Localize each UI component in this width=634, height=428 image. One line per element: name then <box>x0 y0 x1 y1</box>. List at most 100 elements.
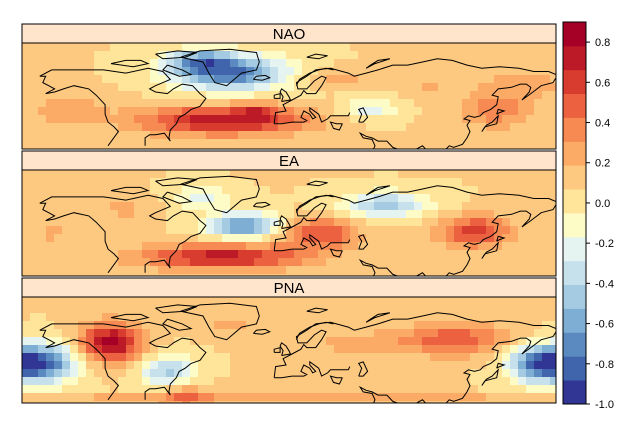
field-cell <box>190 401 199 403</box>
field-cell <box>486 369 495 378</box>
field-cell <box>246 258 255 267</box>
field-cell <box>206 67 215 76</box>
field-cell <box>334 242 343 251</box>
panel-frame-nao <box>21 42 557 150</box>
field-cell <box>214 170 223 179</box>
field-cell <box>174 107 183 116</box>
field-cell <box>494 258 503 267</box>
field-cell <box>142 115 151 124</box>
coastline <box>348 258 398 276</box>
field-cell <box>78 242 87 251</box>
field-cell <box>478 305 487 314</box>
field-cell <box>182 43 191 52</box>
field-cell <box>550 43 556 52</box>
field-cell <box>438 242 447 251</box>
field-cell <box>254 83 263 92</box>
field-cell <box>478 297 487 306</box>
field-cell <box>214 337 223 346</box>
field-cell <box>534 218 543 227</box>
field-cell <box>486 361 495 370</box>
field-cell <box>270 51 279 60</box>
field-cell <box>86 170 95 179</box>
field-cell <box>174 178 183 187</box>
field-cell <box>350 75 359 84</box>
field-cell <box>198 401 207 403</box>
field-cell <box>254 353 263 362</box>
field-cell <box>414 369 423 378</box>
field-cell <box>462 313 471 322</box>
coastline <box>253 201 271 208</box>
field-cell <box>94 234 103 243</box>
colorbar-swatch <box>563 22 586 47</box>
field-cell <box>534 393 543 402</box>
coastline <box>273 92 281 99</box>
field-cell <box>46 305 55 314</box>
field-cell <box>230 131 239 140</box>
field-cell <box>462 139 471 148</box>
field-cell <box>502 361 511 370</box>
field-cell <box>246 377 255 386</box>
field-cell <box>454 321 463 330</box>
field-cell <box>422 59 431 68</box>
field-cell <box>454 139 463 148</box>
field-cell <box>206 107 215 116</box>
field-cell <box>374 242 383 251</box>
field-cell <box>30 369 39 378</box>
field-cell <box>470 218 479 227</box>
field-cell <box>342 393 351 402</box>
field-cell <box>150 401 159 403</box>
field-cell <box>470 305 479 314</box>
field-cell <box>502 91 511 100</box>
field-cell <box>342 250 351 259</box>
field-cell <box>118 377 127 386</box>
field-cell <box>478 337 487 346</box>
field-cell <box>254 91 263 100</box>
field-cell <box>398 313 407 322</box>
field-cell <box>422 99 431 108</box>
field-cell <box>326 210 335 219</box>
field-cell <box>286 401 295 403</box>
field-cell <box>134 59 143 68</box>
field-cell <box>542 186 551 195</box>
field-cell <box>486 321 495 330</box>
field-cell <box>278 385 287 394</box>
field-cell <box>166 147 175 149</box>
field-cell <box>366 234 375 243</box>
field-cell <box>286 107 295 116</box>
field-cell <box>542 297 551 306</box>
field-cell <box>126 345 135 354</box>
field-cell <box>126 123 135 132</box>
field-cell <box>150 393 159 402</box>
field-cell <box>54 353 63 362</box>
field-cell <box>294 99 303 108</box>
field-cell <box>318 139 327 148</box>
field-cell <box>334 202 343 211</box>
field-cell <box>38 59 47 68</box>
field-cell <box>118 337 127 346</box>
colorbar-swatch <box>563 260 586 286</box>
field-cell <box>462 385 471 394</box>
field-cell <box>398 91 407 100</box>
field-cell <box>374 91 383 100</box>
field-cell <box>238 385 247 394</box>
field-cell <box>198 361 207 370</box>
field-cell <box>142 91 151 100</box>
field-cell <box>310 59 319 68</box>
field-cell <box>406 234 415 243</box>
field-cell <box>398 337 407 346</box>
field-cell <box>550 401 556 403</box>
coastline <box>162 64 193 77</box>
field-cell <box>262 313 271 322</box>
field-cell <box>526 147 535 149</box>
field-cell <box>366 226 375 235</box>
field-cell <box>286 313 295 322</box>
field-cell <box>470 178 479 187</box>
field-cell <box>334 59 343 68</box>
field-cell <box>326 393 335 402</box>
field-cell <box>326 385 335 394</box>
field-cell <box>486 202 495 211</box>
field-cell <box>518 218 527 227</box>
field-cell <box>334 91 343 100</box>
field-cell <box>230 178 239 187</box>
field-cell <box>390 186 399 195</box>
